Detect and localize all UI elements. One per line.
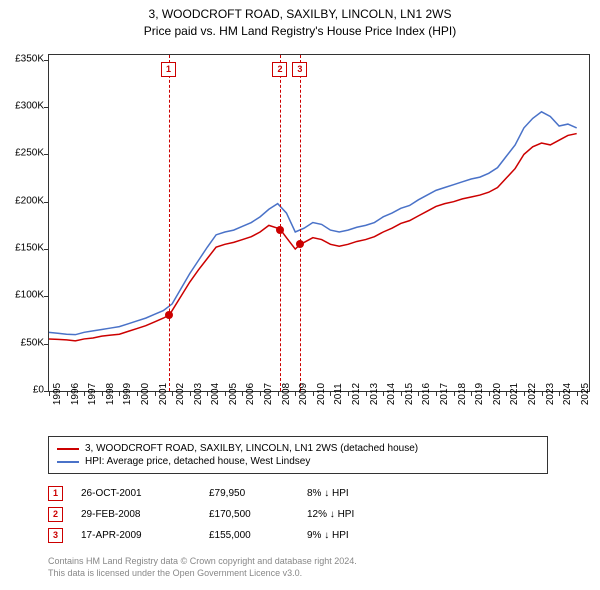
marker-dot xyxy=(165,311,173,319)
x-axis-label: 2020 xyxy=(492,383,503,405)
legend-item: HPI: Average price, detached house, West… xyxy=(57,456,539,467)
x-axis-label: 2005 xyxy=(228,383,239,405)
y-axis-label: £150K xyxy=(15,243,44,254)
x-axis-label: 2003 xyxy=(193,383,204,405)
marker-dot xyxy=(276,226,284,234)
legend-label: HPI: Average price, detached house, West… xyxy=(85,456,310,467)
marker-line xyxy=(300,55,301,391)
x-axis-label: 2025 xyxy=(580,383,591,405)
x-axis-label: 2015 xyxy=(404,383,415,405)
x-axis-label: 2011 xyxy=(333,383,344,405)
x-axis-label: 2004 xyxy=(210,383,221,405)
marker-dot xyxy=(296,240,304,248)
x-axis-label: 2024 xyxy=(562,383,573,405)
y-axis-label: £200K xyxy=(15,195,44,206)
legend: 3, WOODCROFT ROAD, SAXILBY, LINCOLN, LN1… xyxy=(48,436,548,474)
x-axis-label: 2017 xyxy=(439,383,450,405)
x-axis-label: 1995 xyxy=(52,383,63,405)
sale-pct: 12% ↓ HPI xyxy=(307,509,427,520)
sale-date: 29-FEB-2008 xyxy=(81,509,191,520)
sale-marker: 2 xyxy=(48,507,63,522)
x-axis-label: 2021 xyxy=(509,383,520,405)
y-axis-label: £300K xyxy=(15,101,44,112)
legend-item: 3, WOODCROFT ROAD, SAXILBY, LINCOLN, LN1… xyxy=(57,443,539,454)
y-axis-label: £250K xyxy=(15,148,44,159)
y-axis-label: £350K xyxy=(15,53,44,64)
x-axis-label: 2002 xyxy=(175,383,186,405)
x-axis-label: 2018 xyxy=(457,383,468,405)
sale-pct: 9% ↓ HPI xyxy=(307,530,427,541)
sale-price: £79,950 xyxy=(209,488,289,499)
plot-area xyxy=(48,54,590,392)
x-axis-label: 2013 xyxy=(369,383,380,405)
sale-row: 2 29-FEB-2008 £170,500 12% ↓ HPI xyxy=(48,507,427,522)
marker-number-box: 1 xyxy=(161,62,176,77)
marker-line xyxy=(169,55,170,391)
x-axis-label: 2008 xyxy=(281,383,292,405)
sale-marker: 3 xyxy=(48,528,63,543)
x-axis-label: 2016 xyxy=(421,383,432,405)
x-axis-label: 2014 xyxy=(386,383,397,405)
title-line-1: 3, WOODCROFT ROAD, SAXILBY, LINCOLN, LN1… xyxy=(0,6,600,23)
footer-note: Contains HM Land Registry data © Crown c… xyxy=(48,556,357,579)
marker-number-box: 2 xyxy=(272,62,287,77)
sale-row: 1 26-OCT-2001 £79,950 8% ↓ HPI xyxy=(48,486,427,501)
title-block: 3, WOODCROFT ROAD, SAXILBY, LINCOLN, LN1… xyxy=(0,0,600,40)
x-axis-label: 1999 xyxy=(122,383,133,405)
y-axis-label: £50K xyxy=(21,337,44,348)
legend-swatch xyxy=(57,461,79,463)
sale-price: £170,500 xyxy=(209,509,289,520)
legend-swatch xyxy=(57,448,79,450)
x-axis-label: 2007 xyxy=(263,383,274,405)
sale-marker: 1 xyxy=(48,486,63,501)
x-axis-label: 2010 xyxy=(316,383,327,405)
x-axis-label: 2012 xyxy=(351,383,362,405)
x-axis-label: 2006 xyxy=(245,383,256,405)
marker-line xyxy=(280,55,281,391)
sale-price: £155,000 xyxy=(209,530,289,541)
series-price_paid xyxy=(49,134,577,341)
sale-pct: 8% ↓ HPI xyxy=(307,488,427,499)
marker-number-box: 3 xyxy=(292,62,307,77)
footer-line-1: Contains HM Land Registry data © Crown c… xyxy=(48,556,357,568)
x-axis-label: 2022 xyxy=(527,383,538,405)
y-axis-label: £0 xyxy=(33,385,44,396)
x-axis-label: 2019 xyxy=(474,383,485,405)
sale-date: 17-APR-2009 xyxy=(81,530,191,541)
x-axis-label: 2000 xyxy=(140,383,151,405)
x-axis-label: 2009 xyxy=(298,383,309,405)
x-axis-label: 1996 xyxy=(70,383,81,405)
chart-container: 3, WOODCROFT ROAD, SAXILBY, LINCOLN, LN1… xyxy=(0,0,600,590)
sale-date: 26-OCT-2001 xyxy=(81,488,191,499)
title-line-2: Price paid vs. HM Land Registry's House … xyxy=(0,23,600,40)
x-axis-label: 2023 xyxy=(545,383,556,405)
x-axis-label: 1997 xyxy=(87,383,98,405)
sale-row: 3 17-APR-2009 £155,000 9% ↓ HPI xyxy=(48,528,427,543)
y-axis-label: £100K xyxy=(15,290,44,301)
x-axis-label: 2001 xyxy=(158,383,169,405)
x-axis-label: 1998 xyxy=(105,383,116,405)
sales-table: 1 26-OCT-2001 £79,950 8% ↓ HPI 2 29-FEB-2008 £… xyxy=(48,480,427,549)
footer-line-2: This data is licensed under the Open Gov… xyxy=(48,568,357,580)
legend-label: 3, WOODCROFT ROAD, SAXILBY, LINCOLN, LN1… xyxy=(85,443,418,454)
series-hpi xyxy=(49,112,577,335)
series-svg xyxy=(49,55,589,391)
